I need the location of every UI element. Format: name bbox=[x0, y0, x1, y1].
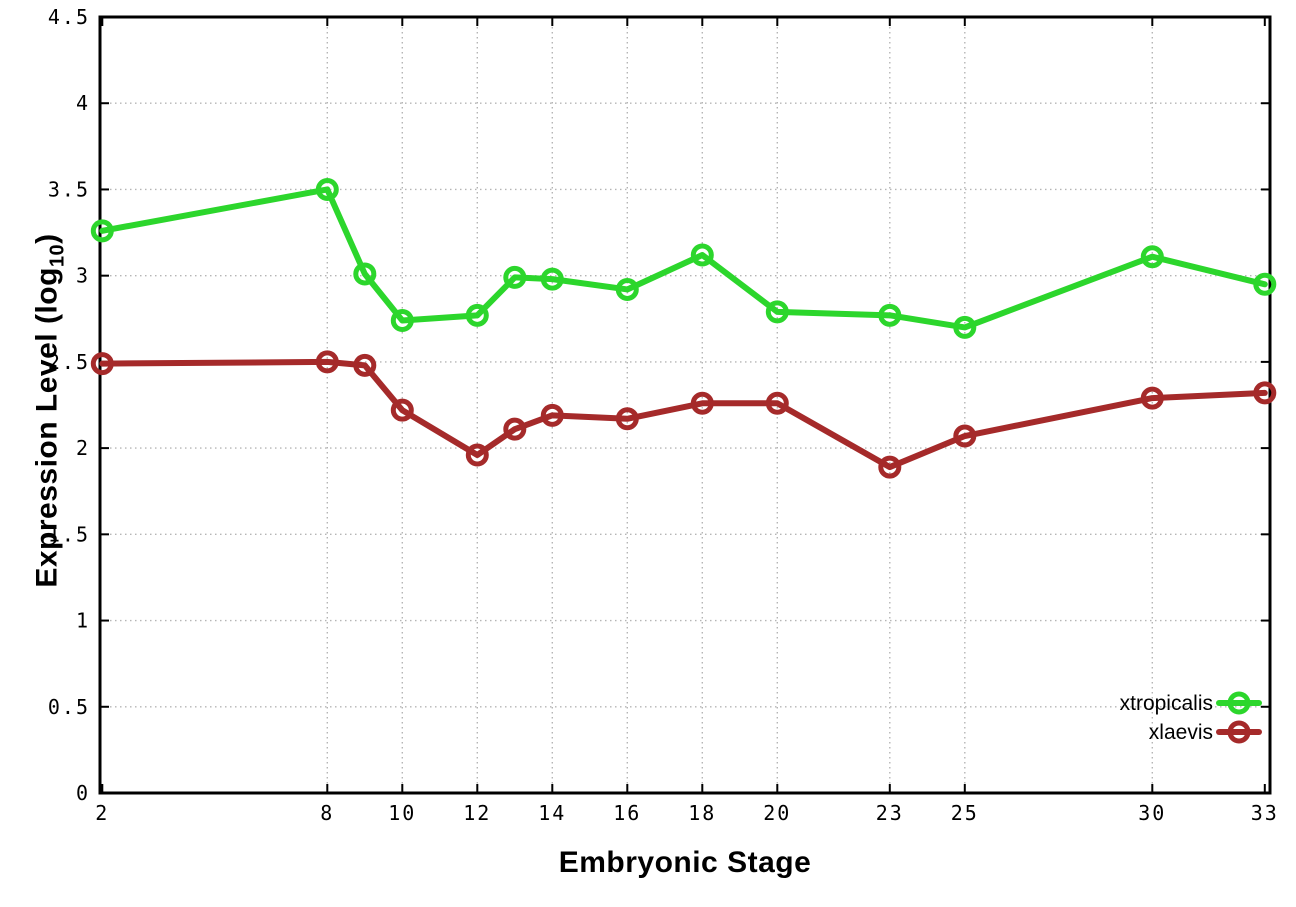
data-point-xtropicalis bbox=[690, 243, 714, 267]
data-point-xtropicalis bbox=[353, 262, 377, 286]
tick-label-layer: 2 8 10 12 14 16 18 20 23 25 30 33 0 0.5 1 1.5 2 2.5 3 3.5 4 4… bbox=[48, 5, 1279, 825]
x-tick-label: 10 bbox=[388, 801, 416, 825]
data-point-xtropicalis bbox=[540, 267, 564, 291]
data-point-xlaevis bbox=[390, 398, 414, 422]
legend-label-xtropicalis: xtropicalis bbox=[1120, 692, 1213, 715]
x-tick-label: 18 bbox=[688, 801, 716, 825]
data-point-xtropicalis bbox=[878, 303, 902, 327]
y-tick-label: 3.5 bbox=[48, 177, 90, 201]
data-point-xlaevis bbox=[540, 403, 564, 427]
y-tick-label: 0.5 bbox=[48, 695, 90, 719]
y-tick-label: 2 bbox=[76, 436, 90, 460]
data-point-xtropicalis bbox=[465, 303, 489, 327]
y-axis-title-subscript: 10 bbox=[46, 243, 69, 268]
y-axis-title: Expression Level (log10) bbox=[31, 181, 70, 641]
x-tick-label: 23 bbox=[876, 801, 904, 825]
data-point-xlaevis bbox=[503, 417, 527, 441]
x-axis-title: Embryonic Stage bbox=[100, 846, 1270, 880]
legend-marker-point-xlaevis bbox=[1227, 720, 1251, 744]
x-tick-label: 8 bbox=[320, 801, 334, 825]
data-point-xtropicalis bbox=[315, 177, 339, 201]
x-tick-label: 33 bbox=[1251, 801, 1279, 825]
plot-border bbox=[98, 15, 1272, 795]
series-line-xlaevis bbox=[99, 358, 1268, 471]
x-axis-title-text: Embryonic Stage bbox=[558, 846, 812, 879]
data-point-xlaevis bbox=[953, 424, 977, 448]
y-tick-label: 1 bbox=[76, 609, 90, 633]
legend-marker-point-xtropicalis bbox=[1227, 691, 1251, 715]
data-point-xlaevis bbox=[1253, 381, 1277, 405]
data-point-xtropicalis bbox=[1140, 245, 1164, 269]
data-point-xlaevis bbox=[353, 353, 377, 377]
data-point-xtropicalis bbox=[615, 277, 639, 301]
y-tick-label: 3 bbox=[76, 264, 90, 288]
x-tick-label: 30 bbox=[1138, 801, 1166, 825]
data-point-xlaevis bbox=[765, 391, 789, 415]
data-point-xlaevis bbox=[315, 350, 339, 374]
data-point-xlaevis bbox=[465, 443, 489, 467]
x-tick-label: 25 bbox=[951, 801, 979, 825]
data-point-xlaevis bbox=[1140, 386, 1164, 410]
x-tick-label: 16 bbox=[613, 801, 641, 825]
x-tick-label: 14 bbox=[538, 801, 566, 825]
y-tick-label: 1.5 bbox=[48, 522, 90, 546]
x-tick-label: 20 bbox=[763, 801, 791, 825]
y-tick-label: 0 bbox=[76, 781, 90, 805]
data-point-xlaevis bbox=[690, 391, 714, 415]
data-point-xtropicalis bbox=[390, 309, 414, 333]
y-tick-label: 2.5 bbox=[48, 350, 90, 374]
legend-label-xlaevis: xlaevis bbox=[1149, 721, 1213, 744]
x-tick-label: 12 bbox=[463, 801, 491, 825]
data-point-xtropicalis bbox=[1253, 272, 1277, 296]
y-tick-label: 4 bbox=[76, 91, 90, 115]
data-point-xtropicalis bbox=[953, 315, 977, 339]
y-axis-title-suffix: ) bbox=[30, 233, 64, 244]
y-axis-title-text: Expression Level (log bbox=[30, 267, 64, 588]
data-point-xtropicalis bbox=[90, 219, 114, 243]
data-point-xlaevis bbox=[615, 407, 639, 431]
series-layer bbox=[90, 177, 1277, 479]
data-point-xtropicalis bbox=[765, 300, 789, 324]
x-tick-label: 2 bbox=[95, 801, 109, 825]
series-line-xtropicalis bbox=[99, 186, 1268, 331]
plot-border-layer bbox=[98, 15, 1272, 795]
data-point-xlaevis bbox=[878, 455, 902, 479]
data-point-xtropicalis bbox=[503, 265, 527, 289]
legend: xtropicalis xlaevis bbox=[1120, 691, 1262, 744]
y-tick-label: 4.5 bbox=[48, 5, 90, 29]
data-point-xlaevis bbox=[90, 352, 114, 376]
